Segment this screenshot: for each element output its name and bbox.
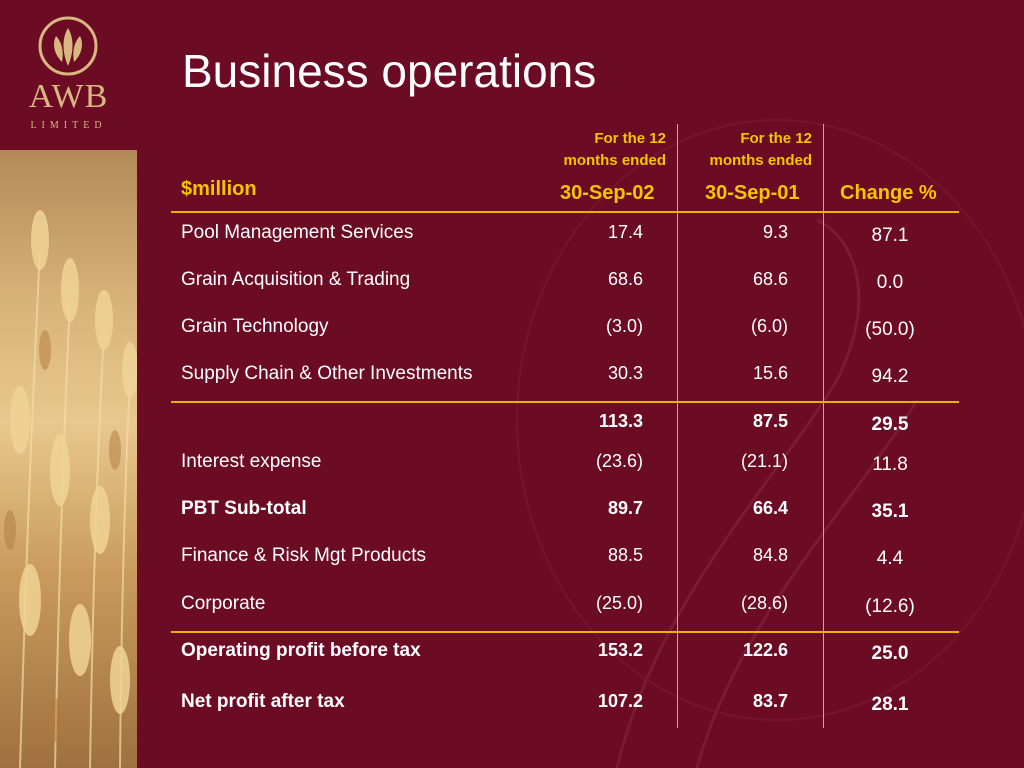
row-value-2001: 66.4 xyxy=(752,498,788,518)
row-value-2002: 30.3 xyxy=(607,363,643,383)
row-label: Grain Technology xyxy=(181,316,329,337)
company-logo: AWB LIMITED xyxy=(0,0,137,150)
row-value-2002: (3.0) xyxy=(605,316,643,336)
col2-header-caption: For the 12 months ended xyxy=(666,128,812,172)
row-value-2002: (23.6) xyxy=(595,451,643,471)
row-label: Finance & Risk Mgt Products xyxy=(181,545,426,566)
row-value-2002: 153.2 xyxy=(597,640,643,660)
row-label: Grain Acquisition & Trading xyxy=(181,269,411,290)
row-change: 11.8 xyxy=(872,454,908,475)
header-rule xyxy=(171,211,959,213)
page-title: Business operations xyxy=(182,45,597,97)
table-row: Interest expense (23.6) (21.1) 11.8 xyxy=(0,451,1024,481)
row-change: 94.2 xyxy=(871,366,909,387)
row-value-2002: 107.2 xyxy=(597,691,643,711)
col1-header-caption: For the 12 months ended xyxy=(520,128,666,172)
subtotal-row: 113.3 87.5 29.5 xyxy=(0,411,1024,441)
row-change: (12.6) xyxy=(865,596,915,617)
row-value-2001: (21.1) xyxy=(740,451,788,471)
row-change: 25.0 xyxy=(871,643,909,664)
net-profit-row: Net profit after tax 107.2 83.7 28.1 xyxy=(0,691,1024,721)
logo-wordmark: AWB xyxy=(28,78,109,115)
row-change: (50.0) xyxy=(865,319,915,340)
pbt-subtotal-row: PBT Sub-total 89.7 66.4 35.1 xyxy=(0,498,1024,528)
table-row: Supply Chain & Other Investments 30.3 15… xyxy=(0,363,1024,393)
table-row: Corporate (25.0) (28.6) (12.6) xyxy=(0,593,1024,623)
row-label: PBT Sub-total xyxy=(181,498,307,519)
col1-date-header: 30-Sep-02 xyxy=(560,182,655,204)
row-value-2002: 88.5 xyxy=(607,545,643,565)
change-header: Change % xyxy=(840,182,937,204)
row-label: Net profit after tax xyxy=(181,691,345,712)
row-change: 87.1 xyxy=(871,225,909,246)
operating-profit-row: Operating profit before tax 153.2 122.6 … xyxy=(0,640,1024,670)
subtotal-rule xyxy=(171,401,959,403)
row-value-2001: 83.7 xyxy=(752,691,788,711)
operating-profit-rule xyxy=(171,631,959,633)
column-divider-1 xyxy=(677,124,678,728)
row-label: Interest expense xyxy=(181,451,322,472)
table-row: Grain Acquisition & Trading 68.6 68.6 0.… xyxy=(0,269,1024,299)
col1-header-line1: For the 12 xyxy=(594,130,666,147)
table-row: Finance & Risk Mgt Products 88.5 84.8 4.… xyxy=(0,545,1024,575)
row-label: Operating profit before tax xyxy=(181,640,421,661)
row-value-2001: 84.8 xyxy=(752,545,788,565)
row-value-2001: 122.6 xyxy=(742,640,788,660)
row-change: 0.0 xyxy=(876,272,904,293)
row-value-2002: 17.4 xyxy=(607,222,643,242)
col1-header-line2: months ended xyxy=(563,152,666,169)
row-value-2002: 68.6 xyxy=(607,269,643,289)
col2-date-header: 30-Sep-01 xyxy=(705,182,800,204)
row-value-2001: 9.3 xyxy=(762,222,788,242)
col2-header-line1: For the 12 xyxy=(740,130,812,147)
row-value-2001: (28.6) xyxy=(740,593,788,613)
row-label: Corporate xyxy=(181,593,266,614)
row-value-2002: 89.7 xyxy=(607,498,643,518)
row-value-2001: 68.6 xyxy=(752,269,788,289)
row-change: 35.1 xyxy=(871,501,909,522)
row-change: 29.5 xyxy=(871,414,909,435)
col2-header-line2: months ended xyxy=(709,152,812,169)
row-label: Pool Management Services xyxy=(181,222,414,243)
background-decoration xyxy=(516,119,1024,768)
row-value-2001: (6.0) xyxy=(750,316,788,336)
row-value-2001: 87.5 xyxy=(752,411,788,431)
row-change: 28.1 xyxy=(871,694,909,715)
row-value-2002: 113.3 xyxy=(598,411,643,431)
row-value-2002: (25.0) xyxy=(595,593,643,613)
table-row: Grain Technology (3.0) (6.0) (50.0) xyxy=(0,316,1024,346)
row-label: Supply Chain & Other Investments xyxy=(181,363,473,384)
table-row: Pool Management Services 17.4 9.3 87.1 xyxy=(0,222,1024,252)
unit-header: $million xyxy=(181,178,257,200)
row-change: 4.4 xyxy=(876,548,904,569)
row-value-2001: 15.6 xyxy=(752,363,788,383)
logo-subtitle: LIMITED xyxy=(30,120,107,131)
column-divider-2 xyxy=(823,124,824,728)
